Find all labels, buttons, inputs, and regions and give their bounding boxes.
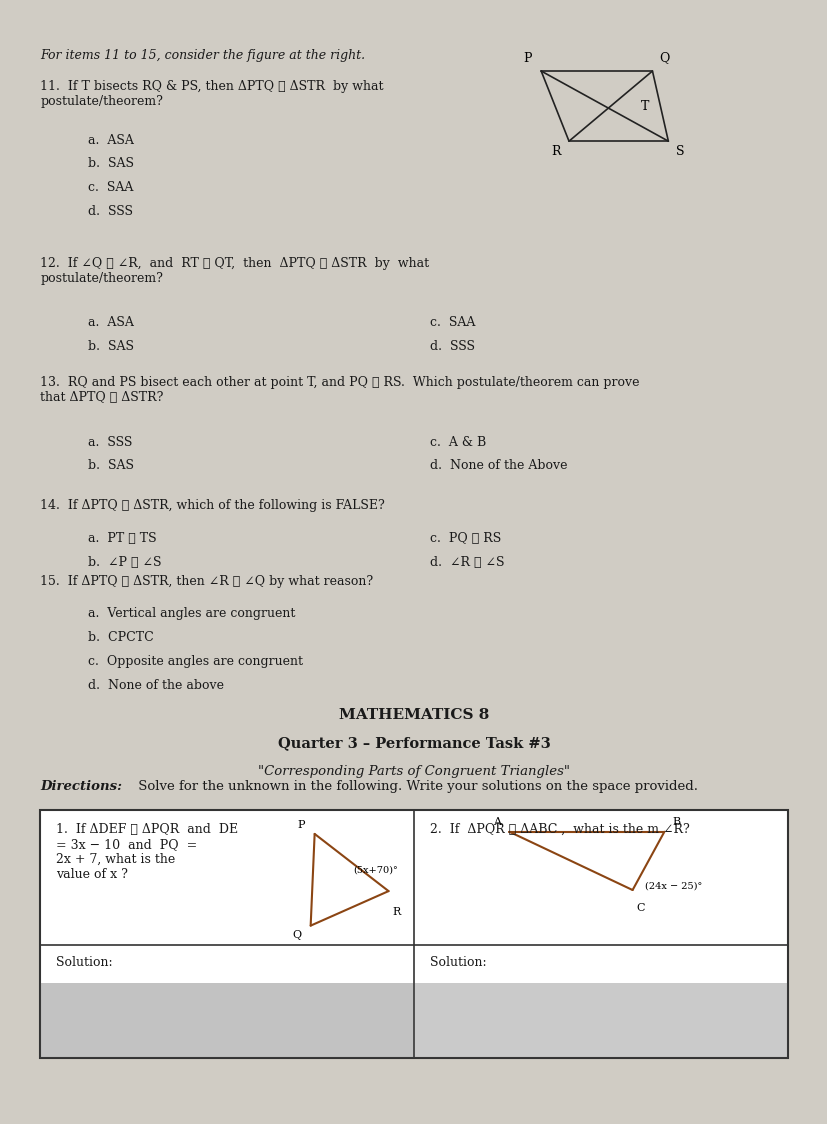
Text: R: R <box>551 145 561 158</box>
Text: c.  A & B: c. A & B <box>429 436 485 448</box>
Text: Solution:: Solution: <box>429 955 486 969</box>
Text: b.  SAS: b. SAS <box>88 157 134 171</box>
Text: b.  ∠P ≅ ∠S: b. ∠P ≅ ∠S <box>88 555 161 569</box>
Text: For items 11 to 15, consider the figure at the right.: For items 11 to 15, consider the figure … <box>41 49 365 63</box>
Text: T: T <box>640 100 648 114</box>
Text: Directions:: Directions: <box>41 780 122 792</box>
Text: (5x+70)°: (5x+70)° <box>352 865 397 874</box>
Text: P: P <box>297 819 304 830</box>
Text: a.  PT ≅ TS: a. PT ≅ TS <box>88 532 156 545</box>
Text: S: S <box>676 145 684 158</box>
Text: a.  SSS: a. SSS <box>88 436 132 448</box>
Text: 1.  If ΔDEF ≅ ΔPQR  and  DE
= 3x − 10  and  PQ  =
2x + 7, what is the
value of x: 1. If ΔDEF ≅ ΔPQR and DE = 3x − 10 and P… <box>56 823 238 881</box>
Text: c.  Opposite angles are congruent: c. Opposite angles are congruent <box>88 655 303 668</box>
Text: (24x − 25)°: (24x − 25)° <box>643 881 701 890</box>
Text: b.  CPCTC: b. CPCTC <box>88 631 154 644</box>
Text: Quarter 3 – Performance Task #3: Quarter 3 – Performance Task #3 <box>277 736 550 750</box>
Text: b.  SAS: b. SAS <box>88 460 134 472</box>
Bar <box>41 810 786 1059</box>
Text: 13.  RQ and PS bisect each other at point T, and PQ ≅ RS.  Which postulate/theor: 13. RQ and PS bisect each other at point… <box>41 377 639 405</box>
Text: R: R <box>392 907 400 917</box>
Text: 12.  If ∠Q ≅ ∠R,  and  RT ≅ QT,  then  ΔPTQ ≅ ΔSTR  by  what
postulate/theorem?: 12. If ∠Q ≅ ∠R, and RT ≅ QT, then ΔPTQ ≅… <box>41 256 429 284</box>
Bar <box>41 982 414 1059</box>
Text: d.  SSS: d. SSS <box>88 205 133 218</box>
Text: MATHEMATICS 8: MATHEMATICS 8 <box>338 708 489 722</box>
Text: "Corresponding Parts of Congruent Triangles": "Corresponding Parts of Congruent Triang… <box>258 764 569 778</box>
Text: 15.  If ΔPTQ ≅ ΔSTR, then ∠R ≅ ∠Q by what reason?: 15. If ΔPTQ ≅ ΔSTR, then ∠R ≅ ∠Q by what… <box>41 575 373 588</box>
Text: d.  None of the Above: d. None of the Above <box>429 460 566 472</box>
Text: B: B <box>672 817 680 827</box>
Text: P: P <box>523 52 531 64</box>
Text: d.  ∠R ≅ ∠S: d. ∠R ≅ ∠S <box>429 555 504 569</box>
Text: 11.  If T bisects RQ & PS, then ΔPTQ ≅ ΔSTR  by what
postulate/theorem?: 11. If T bisects RQ & PS, then ΔPTQ ≅ ΔS… <box>41 80 384 108</box>
Text: a.  Vertical angles are congruent: a. Vertical angles are congruent <box>88 607 295 620</box>
Text: d.  None of the above: d. None of the above <box>88 679 224 691</box>
Text: Q: Q <box>658 52 668 64</box>
Text: a.  ASA: a. ASA <box>88 134 134 146</box>
Text: 14.  If ΔPTQ ≅ ΔSTR, which of the following is FALSE?: 14. If ΔPTQ ≅ ΔSTR, which of the followi… <box>41 499 385 513</box>
Text: c.  SAA: c. SAA <box>88 181 133 194</box>
Text: Q: Q <box>292 930 301 940</box>
Text: c.  SAA: c. SAA <box>429 316 475 329</box>
Text: b.  SAS: b. SAS <box>88 339 134 353</box>
Text: a.  ASA: a. ASA <box>88 316 134 329</box>
Text: d.  SSS: d. SSS <box>429 339 475 353</box>
Text: c.  PQ ≅ RS: c. PQ ≅ RS <box>429 532 500 545</box>
Text: Solve for the unknown in the following. Write your solutions on the space provid: Solve for the unknown in the following. … <box>134 780 697 792</box>
Text: A: A <box>493 817 501 827</box>
Text: C: C <box>636 903 644 913</box>
Text: Solution:: Solution: <box>56 955 112 969</box>
Bar <box>414 982 786 1059</box>
Text: 2.  If  ΔPQR ≅ ΔABC ,  what is the m ∠R?: 2. If ΔPQR ≅ ΔABC , what is the m ∠R? <box>429 823 689 836</box>
